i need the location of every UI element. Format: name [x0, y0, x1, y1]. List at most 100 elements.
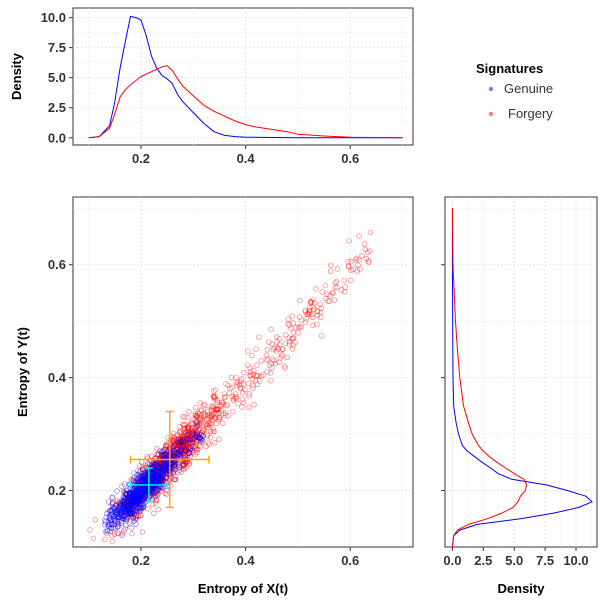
scatter-point-forgery: [188, 420, 194, 426]
scatter-point-genuine: [124, 514, 130, 521]
y-tick-label: 0.4: [48, 370, 67, 385]
scatter-point-forgery: [363, 255, 369, 262]
scatter-point-forgery: [237, 384, 244, 391]
scatter-point-genuine: [128, 525, 135, 531]
scatter-point-forgery: [298, 317, 305, 323]
scatter-point-genuine: [111, 521, 117, 528]
right-density-panel: 0.0 2.5 5.0 7.5 10.0 Density: [441, 196, 598, 596]
scatter-point-forgery: [314, 321, 320, 328]
scatter-point-genuine: [107, 508, 114, 514]
scatter-point-forgery: [338, 287, 345, 293]
y-tick-label: 7.5: [48, 40, 66, 55]
scatter-point-forgery: [197, 415, 203, 421]
legend-swatch-forgery: [488, 111, 494, 117]
scatter-point-genuine: [128, 497, 134, 503]
density-line-forgery: [451, 208, 528, 548]
scatter-point-forgery: [283, 332, 289, 338]
scatter-point-forgery: [255, 373, 261, 379]
right-density-x-axis-label: Density: [498, 581, 546, 596]
scatter-point-forgery: [239, 396, 246, 402]
scatter-point-forgery: [264, 356, 271, 362]
scatter-point-forgery: [170, 437, 177, 443]
scatter-point-genuine: [142, 471, 148, 477]
scatter-point-genuine: [189, 430, 195, 437]
scatter-point-forgery: [214, 406, 220, 412]
scatter-point-forgery: [233, 394, 240, 400]
scatter-point-forgery: [193, 404, 199, 411]
scatter-point-genuine: [162, 458, 168, 464]
scatter-point-forgery: [109, 538, 116, 545]
scatter-point-forgery: [310, 322, 316, 328]
scatter-point-genuine: [133, 521, 139, 527]
scatter-point-genuine: [119, 532, 125, 538]
scatter-point-forgery: [270, 356, 276, 362]
scatter-point-forgery: [253, 372, 259, 379]
scatter-point-genuine: [132, 478, 139, 485]
scatter-point-genuine: [151, 476, 158, 483]
scatter-point-genuine: [161, 461, 167, 467]
scatter-point-forgery: [171, 430, 177, 437]
scatter-point-genuine: [194, 420, 200, 426]
scatter-panel: 0.2 0.4 0.6 0.2 0.4 0.6 Entropy of X(t) Entro…: [15, 196, 414, 596]
scatter-point-forgery: [348, 258, 354, 265]
scatter-point-forgery: [268, 378, 274, 384]
scatter-point-forgery: [318, 309, 324, 316]
scatter-point-forgery: [201, 401, 207, 408]
scatter-point-forgery: [356, 233, 362, 239]
y-tick-label: 0.0: [48, 130, 66, 145]
scatter-point-forgery: [324, 291, 330, 297]
scatter-point-forgery: [266, 362, 273, 369]
scatter-point-genuine: [131, 518, 137, 524]
scatter-point-forgery: [229, 384, 235, 391]
scatter-point-genuine: [108, 508, 115, 515]
scatter-point-forgery: [286, 335, 292, 341]
scatter-point-forgery: [182, 414, 188, 420]
scatter-point-genuine: [107, 528, 113, 535]
scatter-point-forgery: [241, 369, 247, 376]
scatter-point-forgery: [367, 229, 373, 236]
scatter-point-genuine: [153, 477, 160, 484]
scatter-point-forgery: [250, 385, 256, 391]
scatter-point-forgery: [304, 311, 310, 317]
scatter-point-forgery: [254, 381, 260, 388]
scatter-x-axis-label: Entropy of X(t): [198, 581, 288, 596]
scatter-point-forgery: [205, 408, 211, 415]
scatter-point-forgery: [211, 410, 217, 416]
scatter-point-genuine: [196, 434, 203, 441]
x-tick-label: 0.4: [237, 151, 256, 166]
scatter-point-genuine: [140, 505, 147, 511]
scatter-point-forgery: [271, 358, 277, 364]
scatter-point-forgery: [308, 300, 314, 306]
scatter-point-genuine: [109, 504, 116, 510]
x-tick-label: 2.5: [474, 553, 492, 568]
scatter-point-forgery: [211, 395, 217, 401]
scatter-point-genuine: [111, 505, 118, 512]
scatter-point-forgery: [192, 412, 199, 418]
scatter-point-genuine: [124, 509, 130, 515]
scatter-point-forgery: [207, 420, 214, 427]
scatter-point-forgery: [356, 257, 362, 263]
scatter-point-genuine: [152, 471, 158, 477]
scatter-point-forgery: [234, 382, 240, 388]
scatter-point-forgery: [220, 420, 226, 426]
scatter-point-genuine: [140, 492, 147, 498]
scatter-point-forgery: [260, 372, 266, 378]
scatter-point-forgery: [178, 469, 184, 475]
scatter-point-genuine: [187, 437, 194, 443]
scatter-point-forgery: [319, 333, 325, 339]
scatter-point-forgery: [203, 421, 209, 427]
scatter-point-forgery: [186, 409, 192, 415]
top-density-panel: 0.2 0.4 0.6 0.0 2.5 5.0 7.5 10.0 Density: [9, 7, 414, 166]
scatter-point-genuine: [174, 447, 180, 453]
scatter-point-forgery: [309, 314, 316, 320]
scatter-point-genuine: [130, 515, 137, 521]
scatter-point-genuine: [109, 500, 116, 506]
scatter-point-forgery: [213, 415, 219, 421]
scatter-point-forgery: [87, 527, 93, 533]
top-density-frame: [72, 7, 414, 146]
scatter-point-forgery: [333, 278, 340, 285]
y-tick-label: 0.2: [48, 483, 66, 498]
scatter-point-forgery: [264, 347, 270, 353]
scatter-point-forgery: [240, 381, 247, 387]
scatter-point-forgery: [334, 266, 341, 272]
